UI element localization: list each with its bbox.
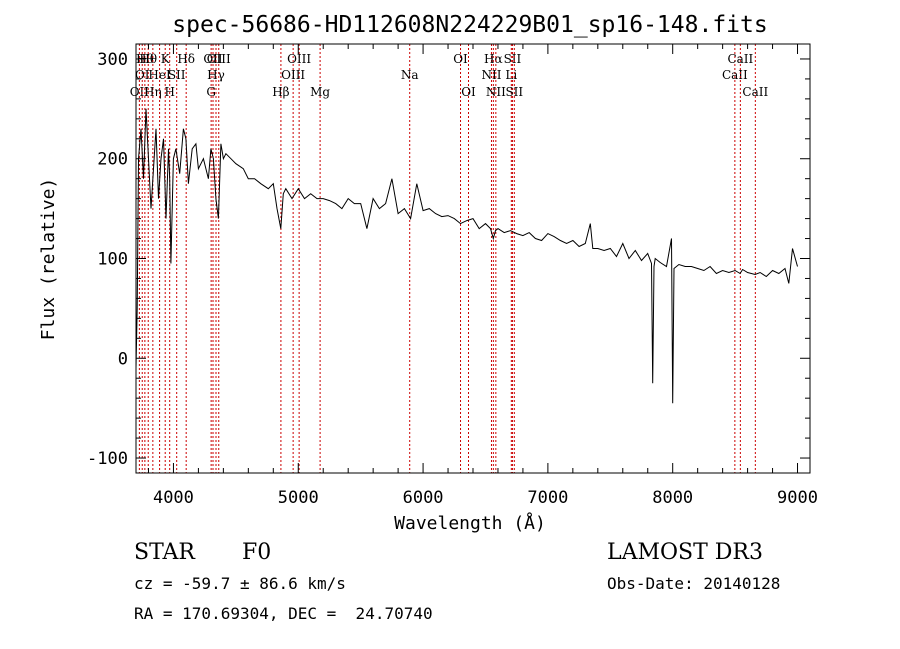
line-marker-label: OIII [281, 68, 305, 82]
line-marker-label: K [161, 52, 171, 66]
line-marker-label: HeI [148, 68, 171, 82]
x-tick-label: 4000 [153, 488, 194, 508]
line-marker-label: Hβ [272, 85, 289, 99]
line-marker-label: H [164, 85, 174, 99]
y-tick-label: 300 [97, 50, 128, 70]
survey-name: LAMOST DR3 [607, 540, 763, 565]
object-class: STAR [134, 540, 195, 565]
line-marker-label: Hθ [139, 52, 157, 66]
line-marker-label: SII [505, 85, 523, 99]
line-marker-label: Li [505, 68, 517, 82]
line-marker-label: OI [461, 85, 476, 99]
y-axis-label: Flux (relative) [38, 178, 59, 341]
line-marker-label: Mg [310, 85, 330, 99]
line-marker-label: OIII [207, 52, 231, 66]
x-axis-label: Wavelength (Å) [394, 512, 546, 534]
spectrum-series-line [135, 108, 798, 404]
line-marker-label: SII [168, 68, 186, 82]
line-marker-label: OIII [287, 52, 311, 66]
obs-date: Obs-Date: 20140128 [607, 574, 781, 593]
line-marker-label: OI [453, 52, 468, 66]
x-tick-label: 6000 [403, 488, 444, 508]
x-tick-label: 9000 [777, 488, 818, 508]
line-marker-label: Hδ [177, 52, 195, 66]
line-markers: OIIOIHθHθHηHeIKHSIIHδGOIIHγOIIIHβOIIIOII… [130, 44, 768, 473]
object-subclass: F0 [242, 540, 272, 565]
axes: 4000 5000 6000 7000 8000 9000 -100 0 100 200 300 [87, 44, 818, 508]
line-marker-label: CaII [742, 85, 768, 99]
line-marker-label: CaII [727, 52, 753, 66]
redshift-readout: cz = -59.7 ± 86.6 km/s [134, 574, 346, 593]
x-tick-label: 7000 [527, 488, 568, 508]
line-marker-label: G [206, 85, 216, 99]
chart-title: spec-56686-HD112608N224229B01_sp16-148.f… [172, 12, 767, 38]
x-tick-label: 5000 [278, 488, 319, 508]
line-marker-label: Hα [484, 52, 503, 66]
line-marker-label: NII [486, 85, 506, 99]
y-tick-label: 100 [97, 250, 128, 270]
x-tick-label: 8000 [652, 488, 693, 508]
coordinates: RA = 170.69304, DEC = 24.70740 [134, 604, 433, 623]
line-marker-label: CaII [722, 68, 748, 82]
line-marker-label: Hη [144, 85, 162, 99]
y-tick-label: -100 [87, 449, 128, 469]
plot-frame [135, 43, 811, 474]
line-marker-label: Na [401, 68, 419, 82]
line-marker-label: Hγ [207, 68, 225, 82]
y-tick-label: 0 [118, 349, 128, 369]
y-tick-label: 200 [97, 150, 128, 170]
line-marker-label: SII [504, 52, 522, 66]
line-marker-label: NII [481, 68, 501, 82]
line-marker-label: OII [203, 52, 223, 66]
